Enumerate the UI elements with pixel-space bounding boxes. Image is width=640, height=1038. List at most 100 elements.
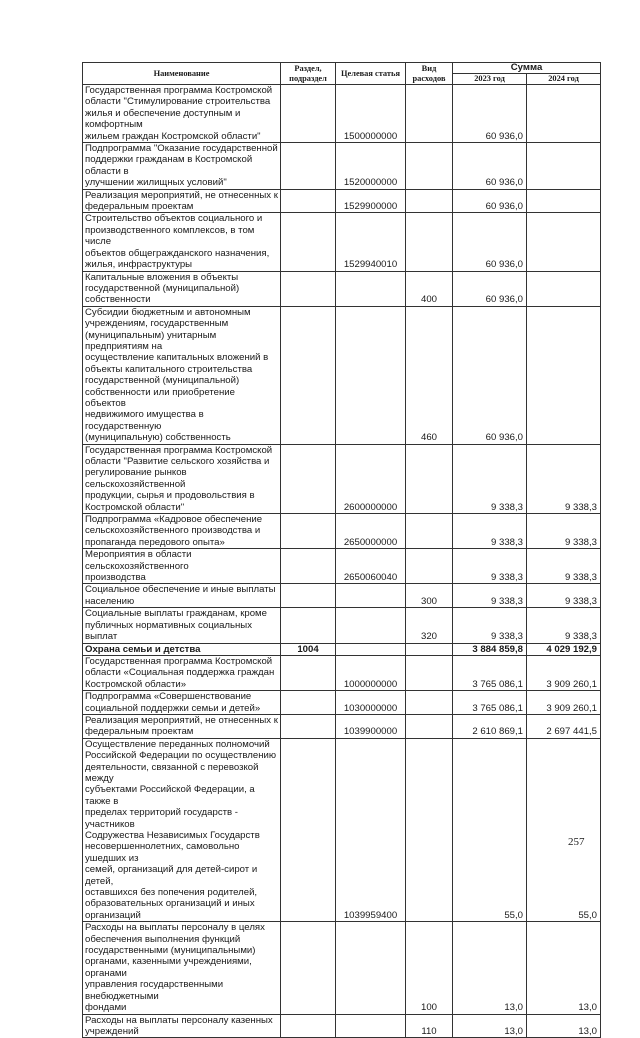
cell-s2024: 9 338,3 <box>525 443 602 515</box>
cell-cs: 1500000000 <box>335 83 406 144</box>
header-name: Наименование <box>82 62 281 85</box>
cell-name: Реализация мероприятий, не отнесенных к … <box>82 188 281 214</box>
cell-s2024: 2 697 441,5 <box>525 713 602 739</box>
cell-name: Государственная программа Костромской об… <box>82 654 281 692</box>
table-row: Реализация мероприятий, не отнесенных к … <box>82 188 602 214</box>
cell-cs <box>335 642 406 656</box>
cell-name: Социальные выплаты гражданам, кроме публ… <box>82 607 281 644</box>
header-2023: 2023 год <box>452 73 527 85</box>
cell-s2023: 9 338,3 <box>452 513 527 550</box>
cell-cs <box>335 921 406 1015</box>
cell-vr <box>405 737 453 923</box>
cell-name: Подпрограмма «Совершенствование социальн… <box>82 690 281 715</box>
page-number: 257 <box>568 836 585 848</box>
cell-name: Мероприятия в области сельскохозяйственн… <box>82 548 281 585</box>
cell-cs <box>335 270 406 307</box>
cell-s2023: 9 338,3 <box>452 583 527 609</box>
cell-vr <box>405 713 453 739</box>
cell-s2024 <box>525 188 602 214</box>
cell-razdel: 1004 <box>280 642 336 656</box>
cell-s2024 <box>525 212 602 272</box>
table-row: Расходы на выплаты персоналу в целях обе… <box>82 921 602 1015</box>
cell-s2024: 4 029 192,9 <box>525 642 602 656</box>
cell-name: Подпрограмма "Оказание государственной п… <box>82 142 281 190</box>
cell-razdel <box>280 713 336 739</box>
cell-s2024 <box>525 83 602 144</box>
cell-vr <box>405 83 453 144</box>
cell-vr: 300 <box>405 583 453 609</box>
table-row: Мероприятия в области сельскохозяйственн… <box>82 548 602 585</box>
cell-s2024 <box>525 305 602 445</box>
cell-cs <box>335 305 406 445</box>
header-2024: 2024 год <box>525 73 602 85</box>
cell-name: Расходы на выплаты персоналу в целях обе… <box>82 921 281 1015</box>
cell-razdel <box>280 583 336 609</box>
cell-s2023: 60 936,0 <box>452 305 527 445</box>
cell-cs: 1000000000 <box>335 654 406 692</box>
header-vid: Вид расходов <box>405 62 453 85</box>
cell-s2024: 3 909 260,1 <box>525 690 602 715</box>
cell-cs <box>335 583 406 609</box>
cell-name: Строительство объектов социального и про… <box>82 212 281 272</box>
cell-s2024: 9 338,3 <box>525 607 602 644</box>
cell-vr <box>405 443 453 515</box>
cell-cs: 1039900000 <box>335 713 406 739</box>
table-row: Подпрограмма «Кадровое обеспечение сельс… <box>82 513 602 550</box>
cell-razdel <box>280 737 336 923</box>
cell-razdel <box>280 513 336 550</box>
cell-cs: 1520000000 <box>335 142 406 190</box>
header-celevaya: Целевая статья <box>335 62 406 85</box>
cell-s2024: 9 338,3 <box>525 548 602 585</box>
budget-table: Наименование Раздел, подраздел Целевая с… <box>82 62 602 1038</box>
cell-s2023: 2 610 869,1 <box>452 713 527 739</box>
table-row: Расходы на выплаты персоналу казенных уч… <box>82 1013 602 1038</box>
table-row: Строительство объектов социального и про… <box>82 212 602 272</box>
cell-s2023: 60 936,0 <box>452 270 527 307</box>
cell-name: Субсидии бюджетным и автономным учрежден… <box>82 305 281 445</box>
cell-s2023: 9 338,3 <box>452 443 527 515</box>
table-row: Государственная программа Костромской об… <box>82 654 602 692</box>
cell-razdel <box>280 270 336 307</box>
table-row: Государственная программа Костромской об… <box>82 83 602 144</box>
cell-razdel <box>280 654 336 692</box>
cell-razdel <box>280 83 336 144</box>
cell-razdel <box>280 305 336 445</box>
cell-s2023: 3 765 086,1 <box>452 654 527 692</box>
header-summa: Сумма <box>451 62 602 74</box>
cell-vr: 400 <box>405 270 453 307</box>
cell-razdel <box>280 921 336 1015</box>
cell-cs: 2650060040 <box>335 548 406 585</box>
cell-cs: 1529900000 <box>335 188 406 214</box>
cell-cs: 1030000000 <box>335 690 406 715</box>
table-row: Охрана семьи и детства 1004 3 884 859,8 4 0… <box>82 642 602 656</box>
cell-s2024 <box>525 270 602 307</box>
cell-s2023: 9 338,3 <box>452 548 527 585</box>
cell-razdel <box>280 212 336 272</box>
cell-cs: 1529940010 <box>335 212 406 272</box>
table-row: Капитальные вложения в объекты государст… <box>82 270 602 307</box>
cell-vr: 320 <box>405 607 453 644</box>
cell-razdel <box>280 607 336 644</box>
cell-s2023: 55,0 <box>452 737 527 923</box>
cell-name: Осуществление переданных полномочий Росс… <box>82 737 281 923</box>
cell-cs: 2650000000 <box>335 513 406 550</box>
cell-vr <box>405 142 453 190</box>
table-row: Социальные выплаты гражданам, кроме публ… <box>82 607 602 644</box>
cell-name: Охрана семьи и детства <box>82 642 281 656</box>
cell-s2024: 9 338,3 <box>525 513 602 550</box>
cell-razdel <box>280 443 336 515</box>
cell-name: Расходы на выплаты персоналу казенных уч… <box>82 1013 281 1038</box>
cell-razdel <box>280 142 336 190</box>
cell-razdel <box>280 188 336 214</box>
table-body: Государственная программа Костромской об… <box>82 83 602 1038</box>
table-row: Социальное обеспечение и иные выплаты на… <box>82 583 602 609</box>
cell-razdel <box>280 690 336 715</box>
cell-s2023: 60 936,0 <box>452 212 527 272</box>
cell-cs <box>335 1013 406 1038</box>
cell-vr <box>405 513 453 550</box>
cell-vr: 460 <box>405 305 453 445</box>
cell-s2023: 3 765 086,1 <box>452 690 527 715</box>
table-row: Подпрограмма "Оказание государственной п… <box>82 142 602 190</box>
cell-cs <box>335 607 406 644</box>
table-row: Реализация мероприятий, не отнесенных к … <box>82 713 602 739</box>
